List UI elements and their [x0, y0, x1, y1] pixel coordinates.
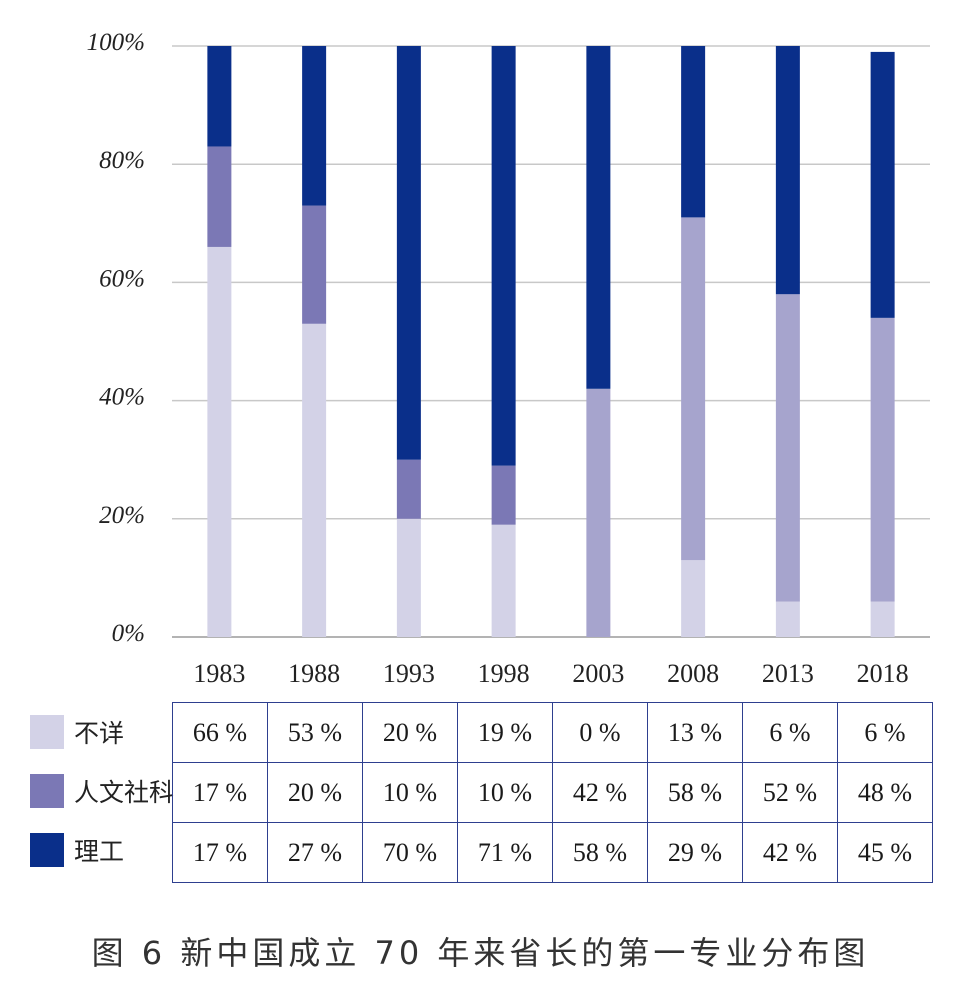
legend-row-unknown: 不详 [30, 702, 124, 761]
table-cell-1998-2: 71 % [457, 822, 553, 883]
y-tick-label-60pct: 60% [99, 265, 145, 292]
y-tick-label-0pct: 0% [112, 620, 145, 647]
legend-swatch-unknown [30, 714, 64, 749]
table-cell-2008-0: 13 % [647, 702, 743, 763]
table-cell-2013-2: 42 % [742, 822, 838, 883]
bar-1988-series-1 [302, 205, 327, 324]
legend-label-unknown: 不详 [74, 718, 125, 748]
bar-1988-series-0 [302, 323, 327, 637]
legend-label-science: 理工 [74, 836, 125, 866]
table-cell-1993-0: 20 % [362, 702, 458, 763]
bar-1998-series-2 [491, 46, 516, 466]
y-tick-label-40pct: 40% [99, 384, 145, 411]
legend-swatch-science [30, 832, 64, 867]
bar-2003-series-1 [586, 388, 611, 637]
legend-row-science: 理工 [30, 820, 124, 879]
table-cell-2013-0: 6 % [742, 702, 838, 763]
x-tick-label-1983: 1983 [193, 659, 245, 688]
bar-1993-series-2 [396, 46, 421, 460]
table-cell-2003-1: 42 % [552, 762, 648, 823]
table-cell-1983-1: 17 % [172, 762, 268, 823]
table-cell-1988-0: 53 % [267, 702, 363, 763]
x-tick-label-2008: 2008 [667, 659, 719, 688]
table-cell-2008-1: 58 % [647, 762, 743, 823]
table-cell-2003-0: 0 % [552, 702, 648, 763]
bar-2008-series-2 [681, 46, 706, 218]
bar-1983-series-2 [207, 46, 232, 147]
y-tick-label-20pct: 20% [99, 502, 145, 529]
bar-2013-series-1 [775, 294, 800, 602]
table-cell-2018-1: 48 % [837, 762, 933, 823]
legend-swatch-humanities [30, 773, 64, 808]
bar-2013-series-2 [775, 46, 800, 295]
table-cell-1988-2: 27 % [267, 822, 363, 883]
y-tick-label-100pct: 100% [87, 29, 145, 56]
y-tick-label-80pct: 80% [99, 147, 145, 174]
table-cell-1993-1: 10 % [362, 762, 458, 823]
x-tick-label-2003: 2003 [572, 659, 624, 688]
table-row: 17 % 20 % 10 % 10 % 42 % 58 % 52 % 48 % [172, 762, 933, 823]
table-cell-1993-2: 70 % [362, 822, 458, 883]
bar-2003-series-2 [586, 46, 611, 389]
bar-1998-series-0 [491, 524, 516, 637]
data-table: 66 % 53 % 20 % 19 % 0 % 13 % 6 % 6 % 17 % 20 % 10 … [172, 702, 933, 883]
x-tick-label-1998: 1998 [478, 659, 530, 688]
table-cell-2018-2: 45 % [837, 822, 933, 883]
table-cell-1983-2: 17 % [172, 822, 268, 883]
bar-1993-series-0 [396, 518, 421, 637]
figure-caption: 图 6 新中国成立 70 年来省长的第一专业分布图 [91, 934, 870, 972]
bar-2008-series-0 [681, 560, 706, 637]
bar-2018-series-0 [870, 601, 895, 637]
x-tick-label-2013: 2013 [762, 659, 814, 688]
table-cell-1983-0: 66 % [172, 702, 268, 763]
bar-2018-series-1 [870, 317, 895, 602]
table-cell-2003-2: 58 % [552, 822, 648, 883]
legend-label-humanities: 人文社科 [74, 777, 175, 807]
bar-1993-series-1 [396, 459, 421, 519]
stacked-bar-chart: 0% 20% 40% 60% 80% 100% 1983 1988 1993 1998 2003 20… [87, 29, 930, 688]
bar-1983-series-0 [207, 246, 232, 637]
legend-row-humanities: 人文社科 [30, 761, 174, 820]
table-cell-2013-1: 52 % [742, 762, 838, 823]
x-tick-label-2018: 2018 [857, 659, 909, 688]
table-cell-1998-0: 19 % [457, 702, 553, 763]
table-row: 17 % 27 % 70 % 71 % 58 % 29 % 42 % 45 % [172, 822, 933, 883]
bar-1998-series-1 [491, 465, 516, 525]
x-tick-label-1988: 1988 [288, 659, 340, 688]
table-cell-1988-1: 20 % [267, 762, 363, 823]
bar-1988-series-2 [302, 46, 327, 206]
table-cell-1998-1: 10 % [457, 762, 553, 823]
bar-2013-series-0 [775, 601, 800, 637]
x-tick-label-1993: 1993 [383, 659, 435, 688]
bar-2018-series-2 [870, 51, 895, 318]
bar-1983-series-1 [207, 146, 232, 247]
bar-2008-series-1 [681, 217, 706, 561]
table-cell-2018-0: 6 % [837, 702, 933, 763]
table-row: 66 % 53 % 20 % 19 % 0 % 13 % 6 % 6 % [172, 702, 933, 763]
table-cell-2008-2: 29 % [647, 822, 743, 883]
